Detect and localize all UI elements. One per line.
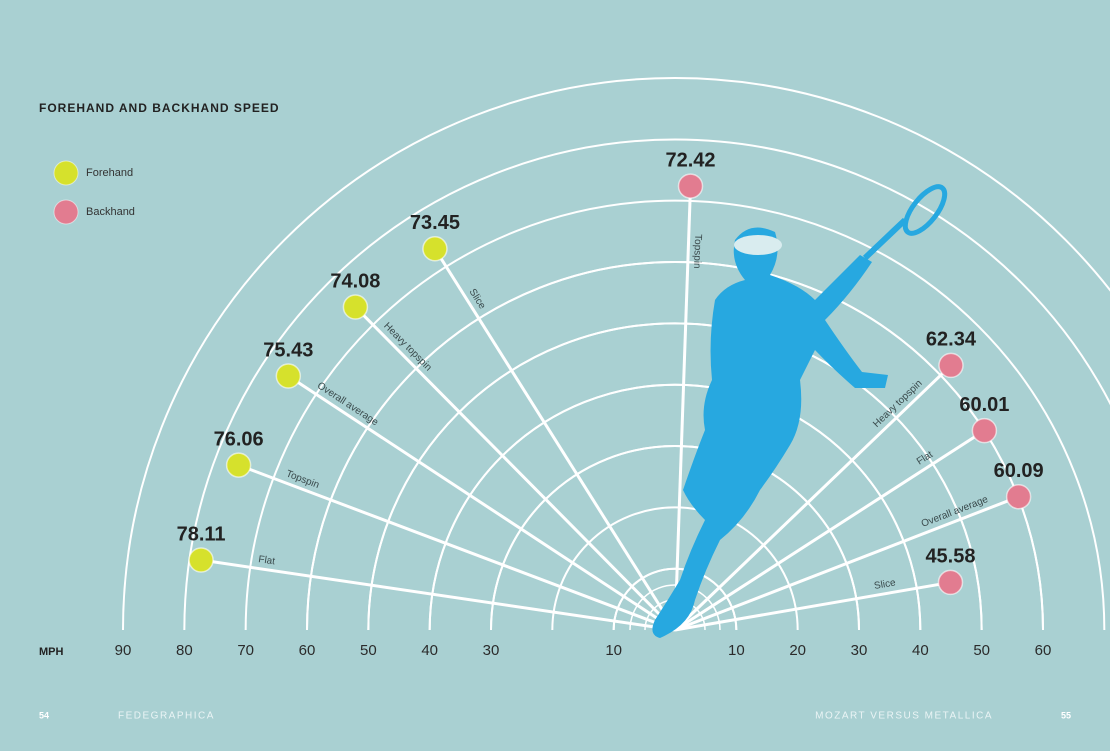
axis-label: MPH: [39, 646, 64, 658]
grid-arc: [490, 445, 860, 631]
grid-arc: [367, 322, 983, 631]
category-label: Topspin: [691, 234, 703, 269]
tick-label: 40: [912, 642, 929, 659]
tick-label: 10: [728, 642, 745, 659]
spoke: [673, 186, 693, 631]
legend-marker: [53, 160, 79, 186]
page-number: 55: [1061, 710, 1071, 720]
grid-arc: [428, 383, 922, 631]
ball: [938, 352, 964, 379]
ball: [275, 363, 302, 389]
spoke: [674, 580, 951, 632]
legend-label: Backhand: [86, 206, 135, 218]
spoke: [673, 364, 953, 632]
tick-label: 30: [483, 642, 500, 659]
value-label: 72.42: [665, 149, 715, 171]
ball: [225, 452, 252, 478]
tick-label: 50: [360, 642, 377, 659]
value-label: 45.58: [925, 546, 975, 568]
tick-label: 60: [1035, 642, 1052, 659]
value-label: 73.45: [410, 212, 460, 234]
tick-label: 90: [115, 642, 132, 659]
value-label: 62.34: [926, 329, 977, 351]
value-label: 78.11: [177, 523, 226, 545]
spoke: [674, 495, 1020, 632]
tick-label: 30: [851, 642, 868, 659]
category-label: Flat: [258, 554, 276, 567]
value-label: 60.09: [994, 460, 1044, 482]
spoke: [238, 463, 676, 632]
ball: [188, 547, 214, 573]
spoke: [200, 558, 676, 632]
ball: [971, 417, 998, 444]
decor-arc: [629, 584, 721, 631]
ball: [342, 294, 369, 320]
ball: [422, 236, 448, 262]
footer-text: MOZART VERSUS METALLICA: [815, 711, 993, 722]
spoke: [433, 247, 677, 631]
value-label: 76.06: [214, 428, 264, 450]
ball: [677, 173, 704, 199]
ball: [937, 569, 964, 596]
value-label: 60.01: [959, 394, 1009, 416]
tick-label: 80: [176, 642, 193, 659]
tick-label: 50: [973, 642, 990, 659]
spoke: [674, 429, 986, 632]
tick-label: 60: [299, 642, 316, 659]
tick-label: 70: [237, 642, 254, 659]
legend-marker: [53, 199, 79, 225]
chart-title: FOREHAND AND BACKHAND SPEED: [39, 101, 280, 115]
ball: [1005, 483, 1032, 510]
footer-text: FEDEGRAPHICA: [118, 711, 215, 722]
spoke: [354, 305, 677, 632]
category-label: Slice: [873, 577, 897, 592]
value-label: 74.08: [330, 270, 380, 292]
page-number: 54: [39, 710, 49, 720]
spoke: [287, 374, 676, 632]
legend-label: Forehand: [86, 167, 133, 179]
tick-label: 10: [605, 642, 622, 659]
grid-arc: [612, 567, 738, 631]
tick-label: 20: [789, 642, 806, 659]
value-label: 75.43: [263, 339, 313, 361]
grid-arc: [122, 77, 1110, 631]
grid-arc: [306, 261, 1044, 631]
grid-arc: [183, 138, 1110, 631]
player-silhouette: [652, 184, 948, 638]
grid-arc: [551, 506, 799, 631]
tick-label: 40: [421, 642, 438, 659]
